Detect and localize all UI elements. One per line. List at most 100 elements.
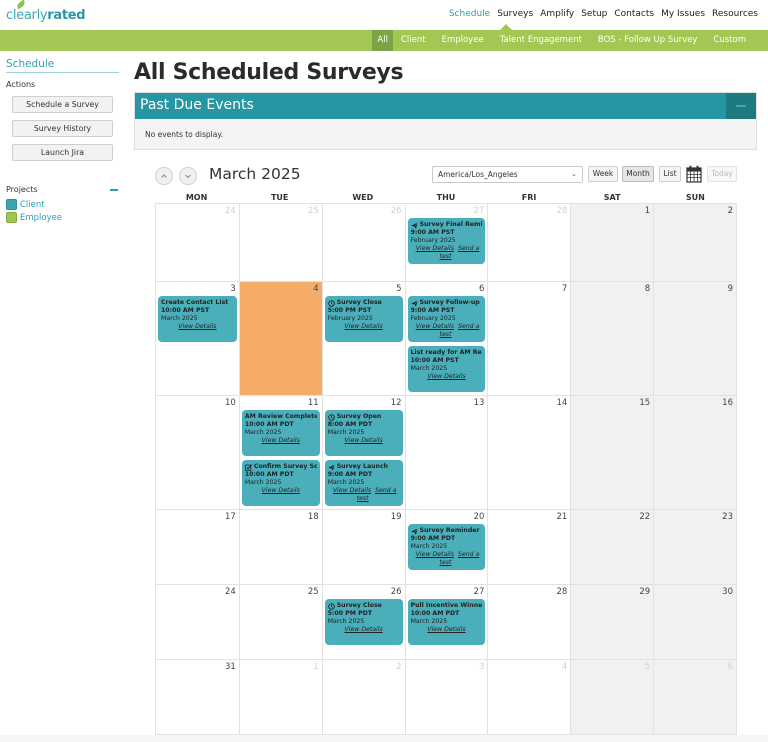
calendar-day[interactable]: 24 <box>156 585 239 659</box>
calendar-day[interactable]: 20 Survey Reminder 9:00 AM PDT March 2025 Vi… <box>404 510 488 584</box>
calendar-day[interactable]: 5 <box>570 660 654 734</box>
event-card[interactable]: Survey Close 5:00 PM PDT March 2025 View De… <box>324 599 403 645</box>
calendar-day[interactable]: 11 AM Review Complete 10:00 AM PDT March 20… <box>238 396 322 509</box>
project-client[interactable]: Client <box>6 199 119 210</box>
event-card[interactable]: Survey Follow-up 9:00 AM PST February 2025… <box>407 296 486 342</box>
previous-month-button[interactable] <box>155 167 173 185</box>
calendar-day[interactable]: 6 Survey Follow-up 9:00 AM PST February 202… <box>404 282 488 395</box>
send-a-test-link[interactable]: Send a test <box>439 245 480 260</box>
nav-surveys[interactable]: Surveys <box>497 9 534 19</box>
event-title: Survey Open <box>336 413 382 420</box>
calendar-day[interactable]: 7 <box>487 282 571 395</box>
view-details-link[interactable]: View Details <box>415 323 454 330</box>
calendar-day[interactable]: 23 <box>653 510 736 584</box>
event-card[interactable]: Create Contact List 10:00 AM PST March 202… <box>158 296 237 342</box>
calendar-day[interactable]: 1 <box>570 204 654 281</box>
survey-history-button[interactable]: Survey History <box>12 120 113 137</box>
nav-resources[interactable]: Resources <box>712 9 758 19</box>
calendar-day[interactable]: 5 Survey Close 5:00 PM PST February 2025 Vie… <box>321 282 405 395</box>
schedule-a-survey-button[interactable]: Schedule a Survey <box>12 96 113 113</box>
collapse-past-due-button[interactable] <box>726 93 756 119</box>
send-a-test-link[interactable]: Send a test <box>439 551 480 566</box>
event-card[interactable]: Pull Incentive Winner 10:00 AM PDT March 2… <box>407 599 486 645</box>
calendar-day[interactable]: 31 <box>156 660 239 734</box>
week-view-button[interactable]: Week <box>588 166 618 182</box>
calendar-day[interactable]: 15 <box>570 396 654 509</box>
filter-all[interactable]: All <box>372 30 393 51</box>
nav-contacts[interactable]: Contacts <box>614 9 655 19</box>
calendar-day[interactable]: 9 <box>653 282 736 395</box>
calendar-day[interactable]: 16 <box>653 396 736 509</box>
nav-amplify[interactable]: Amplify <box>540 9 575 19</box>
view-details-link[interactable]: View Details <box>261 487 300 494</box>
clearlyrated-logo[interactable]: clearlyrated <box>6 0 86 23</box>
view-details-link[interactable]: View Details <box>261 437 300 444</box>
collapse-projects-icon[interactable] <box>110 188 118 191</box>
view-details-link[interactable]: View Details <box>332 487 372 494</box>
calendar-day[interactable]: 8 <box>570 282 654 395</box>
view-details-link[interactable]: View Details <box>344 323 383 330</box>
calendar-day[interactable]: 27 Survey Final Remind9:00 AM PSTFebruary… <box>404 204 488 281</box>
timezone-select[interactable]: America/Los_Angeles ⌄ <box>432 166 583 183</box>
calendar-day[interactable]: 22 <box>570 510 654 584</box>
nav-setup[interactable]: Setup <box>581 9 608 19</box>
calendar-day[interactable]: 4 <box>487 660 571 734</box>
send-a-test-link[interactable]: Send a test <box>439 323 480 338</box>
calendar-day[interactable]: 2 <box>321 660 405 734</box>
launch-jira-button[interactable]: Launch Jira <box>12 144 113 161</box>
filter-client[interactable]: Client <box>400 35 426 45</box>
calendar-day[interactable]: 28 <box>487 204 571 281</box>
event-card[interactable]: Survey Launch 9:00 AM PDT March 2025 View D… <box>324 460 403 506</box>
filter-talent-engagement[interactable]: Talent Engagement <box>499 35 582 45</box>
calendar-day[interactable]: 3 Create Contact List 10:00 AM PST March 20… <box>156 282 239 395</box>
filter-custom[interactable]: Custom <box>713 35 746 45</box>
calendar-day[interactable]: 21 <box>487 510 571 584</box>
calendar-day[interactable]: 14 <box>487 396 571 509</box>
calendar-day[interactable]: 18 <box>238 510 322 584</box>
view-details-link[interactable]: View Details <box>427 626 466 633</box>
event-card[interactable]: Confirm Survey Schedule10:00 AM PDTMarch… <box>241 460 320 506</box>
today-button[interactable]: Today <box>707 166 737 182</box>
calendar-day[interactable]: 29 <box>570 585 654 659</box>
calendar-day[interactable]: 24 <box>156 204 239 281</box>
filter-bos-follow-up-survey[interactable]: BOS - Follow Up Survey <box>597 35 698 45</box>
event-card[interactable]: List ready for AM Review10:00 AM PSTMarc… <box>407 346 486 392</box>
calendar-day[interactable]: 13 <box>404 396 488 509</box>
list-view-button[interactable]: List <box>659 166 681 182</box>
calendar-day[interactable]: 3 <box>404 660 488 734</box>
calendar-day[interactable]: 25 <box>238 585 322 659</box>
nav-my-issues[interactable]: My Issues <box>661 9 706 19</box>
calendar-day-today[interactable]: 4 <box>238 282 322 395</box>
next-month-button[interactable] <box>179 167 197 185</box>
event-card[interactable]: AM Review Complete 10:00 AM PDT March 2025… <box>241 410 320 456</box>
view-details-link[interactable]: View Details <box>344 626 383 633</box>
calendar-day[interactable]: 27 Pull Incentive Winner 10:00 AM PDT March… <box>404 585 488 659</box>
calendar-day[interactable]: 26 Survey Close 5:00 PM PDT March 2025 View … <box>321 585 405 659</box>
event-card[interactable]: Survey Open 8:00 AM PDT March 2025 View Det… <box>324 410 403 456</box>
event-card[interactable]: Survey Reminder 9:00 AM PDT March 2025 View… <box>407 524 486 570</box>
month-view-button[interactable]: Month <box>622 166 654 182</box>
calendar-day[interactable]: 28 <box>487 585 571 659</box>
calendar-day[interactable]: 17 <box>156 510 239 584</box>
calendar-day[interactable]: 30 <box>653 585 736 659</box>
calendar-day[interactable]: 19 <box>321 510 405 584</box>
event-card[interactable]: Survey Close 5:00 PM PST February 2025 View… <box>324 296 403 342</box>
nav-schedule[interactable]: Schedule <box>448 9 491 19</box>
calendar-picker-icon[interactable] <box>686 165 702 183</box>
view-details-link[interactable]: View Details <box>415 551 454 558</box>
view-details-link[interactable]: View Details <box>178 323 217 330</box>
calendar-day[interactable]: 10 <box>156 396 239 509</box>
calendar-day[interactable]: 12 Survey Open 8:00 AM PDT March 2025 View D… <box>321 396 405 509</box>
project-employee[interactable]: Employee <box>6 212 119 223</box>
calendar-day[interactable]: 25 <box>238 204 322 281</box>
view-details-link[interactable]: View Details <box>344 437 383 444</box>
send-a-test-link[interactable]: Send a test <box>356 487 397 502</box>
calendar-day[interactable]: 2 <box>653 204 736 281</box>
filter-employee[interactable]: Employee <box>441 35 484 45</box>
view-details-link[interactable]: View Details <box>427 373 466 380</box>
calendar-day[interactable]: 26 <box>321 204 405 281</box>
view-details-link[interactable]: View Details <box>415 245 454 252</box>
calendar-day[interactable]: 1 <box>238 660 322 734</box>
calendar-day[interactable]: 6 <box>653 660 736 734</box>
